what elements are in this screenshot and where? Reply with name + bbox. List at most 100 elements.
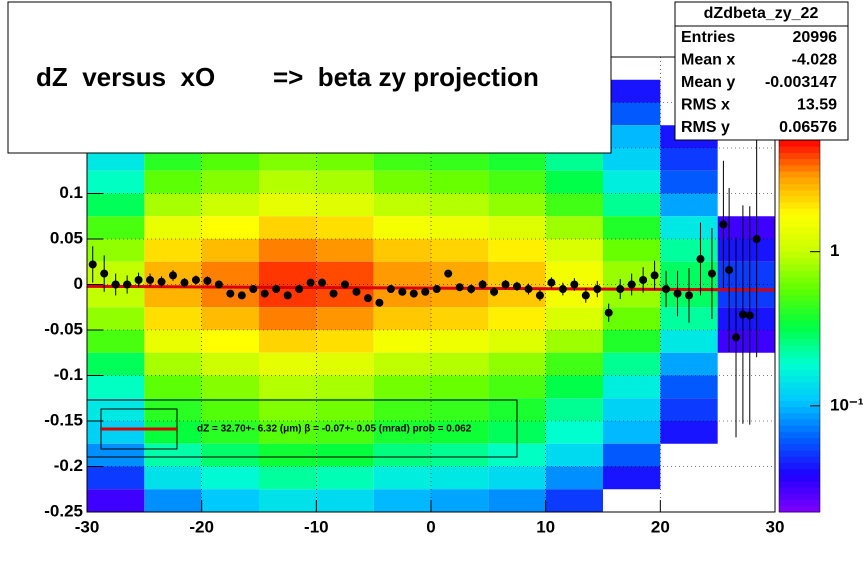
colorbar-cell [779, 276, 820, 284]
profile-point [725, 265, 734, 274]
colorbar-cell [779, 468, 820, 476]
heatmap-cell [144, 375, 202, 399]
profile-point [111, 280, 120, 289]
heatmap-cell [87, 148, 145, 171]
heatmap-cell [316, 193, 374, 217]
heatmap-cell [373, 239, 431, 262]
colorbar-cell [779, 505, 820, 513]
heatmap-cell [316, 307, 374, 330]
heatmap-cell [259, 489, 317, 512]
heatmap-cell [373, 193, 431, 217]
profile-point [100, 269, 109, 278]
heatmap-cell [431, 375, 489, 399]
profile-point [639, 275, 648, 284]
heatmap-cell [431, 261, 489, 285]
heatmap-cell [259, 466, 317, 490]
heatmap-cell [87, 330, 145, 353]
heatmap-cell [603, 193, 661, 217]
y-tick-label: 0 [74, 274, 83, 293]
heatmap-cell [603, 102, 661, 126]
heatmap-cell [488, 352, 546, 376]
colorbar-cell [779, 419, 820, 426]
colorbar-cell [779, 220, 820, 228]
heatmap-cell [660, 398, 718, 421]
profile-point [719, 220, 728, 229]
stats-value: 0.06576 [779, 119, 837, 136]
heatmap-cell [316, 466, 374, 490]
colorbar-cell [779, 375, 820, 383]
y-tick-label: 0.05 [50, 228, 83, 247]
heatmap-cell [316, 489, 374, 512]
profile-point [249, 285, 258, 294]
profile-point [169, 271, 177, 280]
colorbar-cell [779, 307, 820, 315]
fit-line [87, 284, 775, 292]
heatmap-cell [201, 148, 259, 171]
heatmap-cell [603, 79, 661, 103]
heatmap-cell [431, 421, 489, 444]
profile-point [535, 291, 544, 300]
profile-point [696, 255, 705, 264]
heatmap-cell [431, 170, 489, 194]
heatmap-cell [488, 216, 546, 239]
stats-name: dZdbeta_zy_22 [704, 5, 819, 22]
heatmap-cell [259, 307, 317, 330]
heatmap-cell [87, 398, 145, 421]
profile-point [444, 269, 453, 278]
profile-point [88, 260, 97, 269]
overlay: -30 -20 -10 0 10 20 30-0.25-0.2-0.15-0.1-0.050… [7, 1, 863, 536]
heatmap-cell [201, 170, 259, 194]
heatmap-cell [144, 193, 202, 217]
colorbar-cell [779, 171, 820, 178]
heatmap-cell [201, 261, 259, 285]
profile-point [478, 280, 487, 289]
heatmap-cell [603, 398, 661, 421]
heatmap-cell [545, 239, 603, 262]
profile-point [352, 287, 361, 296]
heatmap-cell [545, 489, 603, 512]
y-tick-label: 0.1 [59, 183, 83, 202]
colorbar-cell [779, 270, 820, 277]
heatmap-cell [545, 170, 603, 194]
heatmap-cell [87, 466, 145, 490]
colorbar-cell [779, 183, 820, 191]
profile-point [318, 278, 327, 287]
colorbar-cell [779, 357, 820, 364]
heatmap-cell [201, 489, 259, 512]
profile-point [662, 285, 671, 294]
heatmap-cell [87, 443, 145, 467]
heatmap-cell [373, 398, 431, 421]
heatmap-cell [201, 193, 259, 217]
colorbar-cell [779, 251, 820, 259]
heatmap-cell [603, 170, 661, 194]
x-tick-label: 20 [651, 517, 670, 536]
heatmap-cell [144, 352, 202, 376]
heatmap-cell [373, 443, 431, 467]
heatmap-cell [87, 307, 145, 330]
heatmap-cell [144, 216, 202, 239]
profile-point [363, 294, 372, 303]
heatmap-cell [488, 170, 546, 194]
heatmap-cell [660, 170, 718, 194]
profile-point [732, 333, 741, 342]
colorbar-cell [779, 264, 820, 271]
profile-point [524, 285, 533, 294]
colorbar-cell [779, 412, 820, 420]
stats-value: -0.003147 [765, 74, 837, 91]
heatmap-cell [259, 352, 317, 376]
y-tick-label: -0.2 [54, 456, 83, 475]
heatmap-cell [87, 352, 145, 376]
y-tick-label: -0.1 [54, 365, 83, 384]
x-tick-label: 30 [766, 517, 785, 536]
heatmap-cell [259, 170, 317, 194]
heatmap-cell [259, 193, 317, 217]
colorbar-cell [779, 381, 820, 389]
heatmap-cell [259, 443, 317, 467]
profile-point [341, 280, 349, 289]
profile-point [581, 291, 590, 300]
y-tick-label: -0.15 [44, 410, 83, 429]
colorbar-cell [779, 350, 820, 358]
colorbar-cell [779, 481, 820, 488]
profile-point [685, 291, 693, 300]
heatmap-cell [660, 193, 718, 217]
